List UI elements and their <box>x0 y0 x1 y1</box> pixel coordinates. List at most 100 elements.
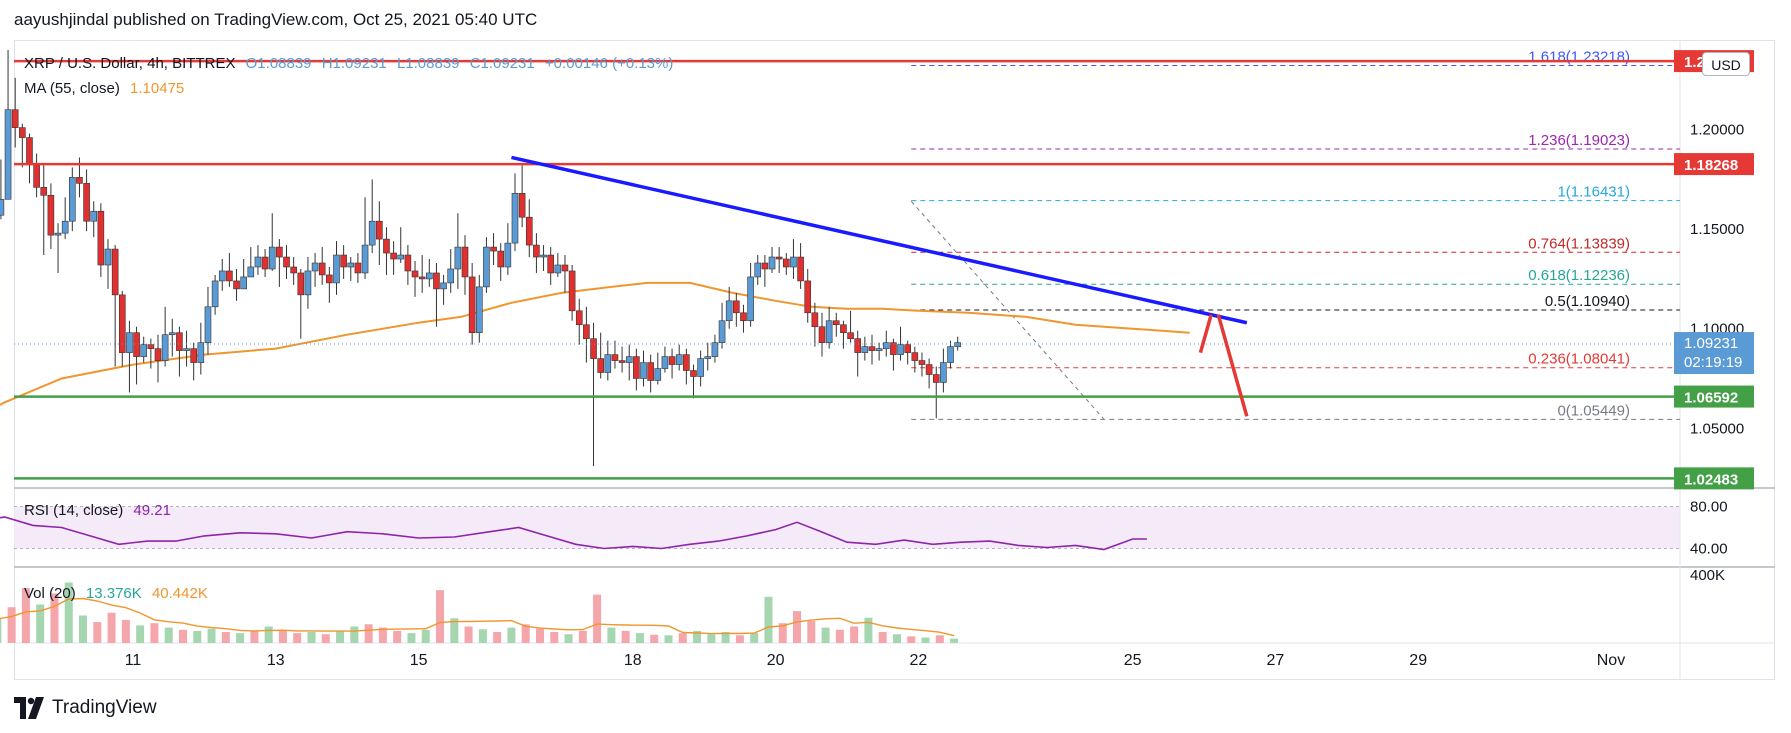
chart-frame[interactable] <box>14 40 1775 680</box>
volume-bar <box>136 625 145 643</box>
candle-body <box>304 270 312 296</box>
candle-body <box>140 344 148 357</box>
volume-bar <box>7 607 16 643</box>
candle-body <box>4 109 12 200</box>
volume-bar <box>350 626 359 643</box>
ma-value: 1.10475 <box>130 80 185 97</box>
candle-body <box>504 242 512 268</box>
volume-bar <box>478 629 487 643</box>
rsi-value: 49.21 <box>133 502 171 519</box>
candle-body <box>347 262 355 268</box>
volume-bar <box>336 630 345 643</box>
vol-label[interactable]: Vol (20) <box>24 585 76 602</box>
candle-body <box>183 348 190 351</box>
candle-body <box>861 346 869 353</box>
volume-bar <box>793 611 802 643</box>
footer-brand: TradingView <box>52 697 157 718</box>
price-tick-label: 1.20000 <box>1690 122 1744 139</box>
forecast-arrow-line <box>1198 314 1213 354</box>
volume-bar <box>950 638 959 643</box>
candle-body <box>583 324 590 339</box>
volume-bar <box>635 633 644 643</box>
volume-bar <box>921 637 930 643</box>
candle-body <box>940 362 947 383</box>
candle-body <box>832 320 840 326</box>
candle-body <box>233 280 240 290</box>
candle-body <box>518 193 526 218</box>
candle-body <box>797 256 804 282</box>
candle-body <box>468 276 476 333</box>
candle-body <box>925 364 933 375</box>
candle-body <box>447 268 455 284</box>
volume-bar <box>750 633 759 643</box>
candle-body <box>790 256 797 268</box>
volume-bar <box>550 632 559 643</box>
volume-bar <box>521 624 530 643</box>
candle-body <box>604 354 612 373</box>
candle-body <box>61 220 69 234</box>
candle-body <box>69 177 76 222</box>
candle-body <box>168 332 176 335</box>
candle-body <box>947 346 954 363</box>
volume-bar <box>878 632 887 643</box>
candle-body <box>161 334 169 361</box>
candle-body <box>340 254 347 268</box>
volume-bar <box>564 634 573 643</box>
ma-label[interactable]: MA (55, close) <box>24 80 120 97</box>
candle-body <box>661 356 669 369</box>
candle-body <box>847 332 854 339</box>
candle-body <box>704 356 712 359</box>
candle-body <box>761 262 769 270</box>
candle-body <box>511 193 519 244</box>
candle-body <box>554 264 562 274</box>
candle-body <box>904 344 911 353</box>
candle-body <box>333 254 340 284</box>
symbol-name[interactable]: XRP / U.S. Dollar, 4h, BITTREX <box>24 55 236 72</box>
candle-body <box>890 342 897 355</box>
candle-body <box>533 244 540 258</box>
candle-body <box>318 262 326 276</box>
candle-body <box>668 356 676 365</box>
fib-level-label: 1.618(1.23218) <box>1528 49 1630 66</box>
volume-bar <box>778 623 787 643</box>
candle-body <box>311 262 319 272</box>
volume-bar <box>121 619 130 643</box>
volume-bar <box>507 627 516 643</box>
candle-body <box>575 310 583 326</box>
time-tick-label: 15 <box>410 652 428 669</box>
volume-bar <box>735 635 744 643</box>
candle-body <box>418 276 426 280</box>
volume-scale-label: 400K <box>1690 567 1725 584</box>
currency-button[interactable]: USD <box>1702 52 1750 76</box>
candle-body <box>211 280 219 308</box>
candle-body <box>718 320 726 343</box>
candle-body <box>283 256 290 268</box>
volume-bar <box>364 624 373 643</box>
volume-bar <box>864 617 873 643</box>
time-tick-label: 13 <box>267 652 285 669</box>
volume-bar <box>21 588 30 643</box>
volume-bar <box>621 630 630 643</box>
candle-body <box>932 374 940 383</box>
candle-body <box>404 254 412 272</box>
volume-bar <box>164 627 173 643</box>
volume-bar <box>50 593 59 643</box>
volume-bar <box>79 615 88 643</box>
volume-bar <box>650 634 659 643</box>
volume-bar <box>693 630 702 643</box>
candle-body <box>854 338 862 353</box>
rsi-level-label: 40.00 <box>1690 541 1728 558</box>
volume-ma-line <box>0 597 955 637</box>
time-tick-label: 18 <box>624 652 642 669</box>
volume-bar <box>835 629 844 643</box>
candle-body <box>90 210 98 222</box>
candle-body <box>561 264 569 272</box>
candle-body <box>261 256 269 270</box>
candle-body <box>597 358 604 373</box>
volume-bar <box>607 627 616 643</box>
time-tick-label: 20 <box>767 652 785 669</box>
time-tick-label: 29 <box>1409 652 1427 669</box>
candle-body <box>483 246 490 288</box>
rsi-label[interactable]: RSI (14, close) <box>24 502 124 519</box>
